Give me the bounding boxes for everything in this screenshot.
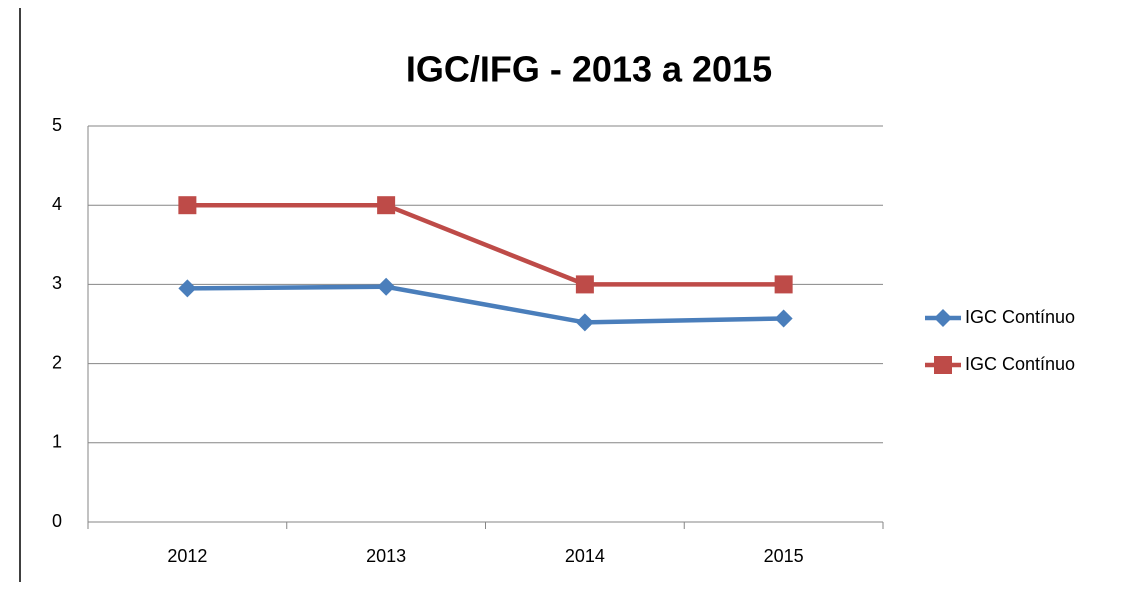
marker: [774, 275, 793, 294]
marker: [575, 313, 594, 332]
y-tick-label: 3: [52, 273, 62, 293]
legend-marker: [934, 356, 952, 374]
marker: [774, 309, 793, 328]
y-tick-label: 2: [52, 352, 62, 372]
legend-label: IGC Contínuo: [965, 307, 1075, 327]
chart-title: IGC/IFG - 2013 a 2015: [406, 49, 772, 90]
marker: [178, 279, 197, 298]
marker: [575, 275, 594, 294]
x-tick-label: 2015: [764, 546, 804, 566]
series-line: [187, 284, 784, 325]
y-tick-label: 0: [52, 511, 62, 531]
marker: [377, 277, 396, 296]
x-tick-label: 2013: [366, 546, 406, 566]
y-tick-label: 1: [52, 432, 62, 452]
x-tick-label: 2014: [565, 546, 605, 566]
series-line: [187, 202, 784, 287]
x-tick-label: 2012: [167, 546, 207, 566]
y-tick-label: 5: [52, 115, 62, 135]
marker: [377, 196, 396, 215]
legend-label: IGC Contínuo: [965, 354, 1075, 374]
legend-marker: [934, 309, 952, 327]
marker: [178, 196, 197, 215]
y-tick-label: 4: [52, 194, 62, 214]
